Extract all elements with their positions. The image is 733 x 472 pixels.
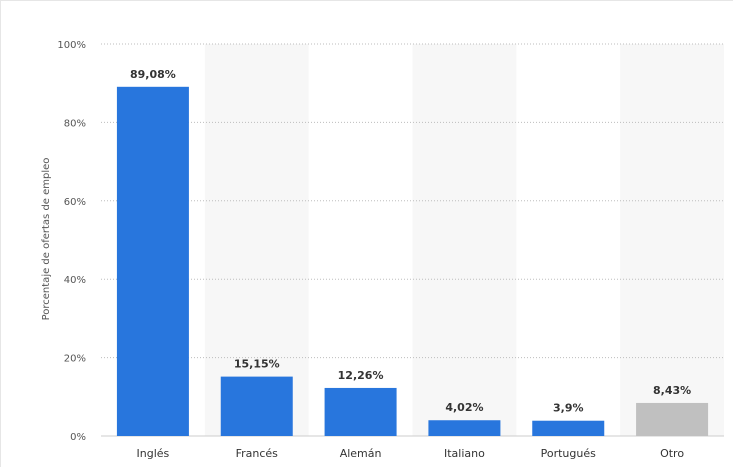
column-background xyxy=(620,44,724,436)
y-tick-label: 100% xyxy=(57,40,86,51)
data-label: 4,02% xyxy=(445,401,483,414)
bar[interactable] xyxy=(428,420,501,436)
x-tick-label: Inglés xyxy=(137,447,170,460)
y-tick-label: 0% xyxy=(70,432,86,443)
bar[interactable] xyxy=(220,376,293,436)
y-tick-label: 80% xyxy=(64,118,86,129)
y-tick-label: 40% xyxy=(64,275,86,286)
x-tick-label: Francés xyxy=(236,447,279,460)
x-tick-label: Italiano xyxy=(444,447,485,460)
y-axis-ticks: 0% 20% 40% 60% 80% 100% xyxy=(57,40,86,443)
category-labels: Inglés Francés Alemán Italiano Portugués Otro xyxy=(137,447,685,460)
data-label: 8,43% xyxy=(653,384,691,397)
x-tick-label: Otro xyxy=(660,447,684,460)
y-tick-label: 20% xyxy=(64,354,86,365)
data-label: 3,9% xyxy=(553,402,584,415)
y-axis-label: Porcentaje de ofertas de empleo xyxy=(41,158,52,321)
data-label: 89,08% xyxy=(130,68,176,81)
bar[interactable] xyxy=(532,420,605,436)
column-background xyxy=(204,44,309,436)
bar[interactable] xyxy=(324,387,397,436)
y-tick-label: 60% xyxy=(64,197,86,208)
data-label: 15,15% xyxy=(234,358,280,371)
value-labels: 89,08% 15,15% 12,26% 4,02% 3,9% 8,43% xyxy=(130,68,691,415)
gridlines xyxy=(101,43,724,437)
column-background xyxy=(412,44,517,436)
bar[interactable] xyxy=(636,402,709,436)
bars xyxy=(116,86,709,436)
x-tick-label: Alemán xyxy=(340,447,382,460)
bar[interactable] xyxy=(116,86,189,436)
x-tick-label: Portugués xyxy=(541,447,597,460)
column-backgrounds xyxy=(204,44,724,436)
data-label: 12,26% xyxy=(338,369,384,382)
